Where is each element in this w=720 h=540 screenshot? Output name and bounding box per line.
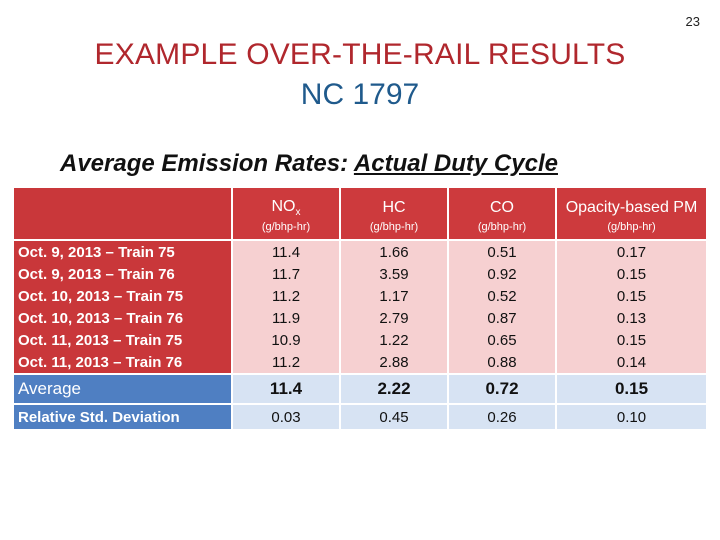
emissions-table: NOx HC CO Opacity-based PM (g/bhp-hr) (g…	[14, 188, 706, 429]
cell-hc: 2.88	[340, 351, 449, 373]
subtitle-prefix: Average Emission Rates:	[60, 150, 349, 177]
row-label: Oct. 9, 2013 – Train 76	[14, 263, 233, 285]
col-unit-co: (g/bhp-hr)	[448, 219, 557, 239]
cell-hc: 1.66	[340, 241, 449, 263]
cell-nox: 11.4	[232, 241, 341, 263]
title-line-1: EXAMPLE OVER-THE-RAIL RESULTS	[94, 38, 626, 71]
table-row: Oct. 11, 2013 – Train 76 11.2 2.88 0.88 …	[14, 351, 706, 373]
cell-nox: 10.9	[232, 329, 341, 351]
subtitle: Average Emission Rates: Actual Duty Cycl…	[60, 150, 558, 178]
cell-nox: 11.7	[232, 263, 341, 285]
rsd-nox: 0.03	[232, 405, 341, 429]
slide-number: 23	[685, 14, 700, 29]
cell-pm: 0.15	[556, 329, 706, 351]
rsd-row: Relative Std. Deviation 0.03 0.45 0.26 0…	[14, 405, 706, 429]
table-row: Oct. 10, 2013 – Train 75 11.2 1.17 0.52 …	[14, 285, 706, 307]
cell-nox: 11.2	[232, 351, 341, 373]
col-header-nox: NOx	[232, 188, 341, 219]
col-header-co: CO	[448, 188, 557, 219]
cell-hc: 1.17	[340, 285, 449, 307]
average-label: Average	[14, 375, 233, 403]
col-header-pm: Opacity-based PM	[556, 188, 706, 219]
cell-hc: 3.59	[340, 263, 449, 285]
cell-nox: 11.9	[232, 307, 341, 329]
cell-co: 0.87	[448, 307, 557, 329]
average-pm: 0.15	[556, 375, 706, 403]
col-unit-hc: (g/bhp-hr)	[340, 219, 449, 239]
cell-co: 0.88	[448, 351, 557, 373]
title-line-2: NC 1797	[300, 78, 420, 111]
table-row: Oct. 10, 2013 – Train 76 11.9 2.79 0.87 …	[14, 307, 706, 329]
cell-pm: 0.17	[556, 241, 706, 263]
row-label: Oct. 11, 2013 – Train 75	[14, 329, 233, 351]
cell-co: 0.92	[448, 263, 557, 285]
cell-nox: 11.2	[232, 285, 341, 307]
rsd-co: 0.26	[448, 405, 557, 429]
average-row: Average 11.4 2.22 0.72 0.15	[14, 375, 706, 403]
col-unit-nox: (g/bhp-hr)	[232, 219, 341, 239]
rsd-label: Relative Std. Deviation	[14, 405, 233, 429]
col-header-hc: HC	[340, 188, 449, 219]
table-row: Oct. 9, 2013 – Train 76 11.7 3.59 0.92 0…	[14, 263, 706, 285]
cell-pm: 0.14	[556, 351, 706, 373]
average-nox: 11.4	[232, 375, 341, 403]
rsd-hc: 0.45	[340, 405, 449, 429]
average-hc: 2.22	[340, 375, 449, 403]
cell-pm: 0.15	[556, 285, 706, 307]
row-label: Oct. 11, 2013 – Train 76	[14, 351, 233, 373]
header-unit-row: (g/bhp-hr) (g/bhp-hr) (g/bhp-hr) (g/bhp-…	[14, 219, 706, 239]
row-label: Oct. 9, 2013 – Train 75	[14, 241, 233, 263]
row-label: Oct. 10, 2013 – Train 75	[14, 285, 233, 307]
header-corner	[14, 188, 233, 239]
rsd-pm: 0.10	[556, 405, 706, 429]
table-row: Oct. 9, 2013 – Train 75 11.4 1.66 0.51 0…	[14, 241, 706, 263]
header-name-row: NOx HC CO Opacity-based PM	[14, 188, 706, 239]
cell-co: 0.65	[448, 329, 557, 351]
cell-hc: 1.22	[340, 329, 449, 351]
col-unit-pm: (g/bhp-hr)	[556, 219, 706, 239]
cell-pm: 0.15	[556, 263, 706, 285]
table-row: Oct. 11, 2013 – Train 75 10.9 1.22 0.65 …	[14, 329, 706, 351]
cell-co: 0.52	[448, 285, 557, 307]
row-label: Oct. 10, 2013 – Train 76	[14, 307, 233, 329]
cell-hc: 2.79	[340, 307, 449, 329]
subtitle-underlined: Actual Duty Cycle	[353, 150, 558, 177]
average-co: 0.72	[448, 375, 557, 403]
cell-co: 0.51	[448, 241, 557, 263]
cell-pm: 0.13	[556, 307, 706, 329]
